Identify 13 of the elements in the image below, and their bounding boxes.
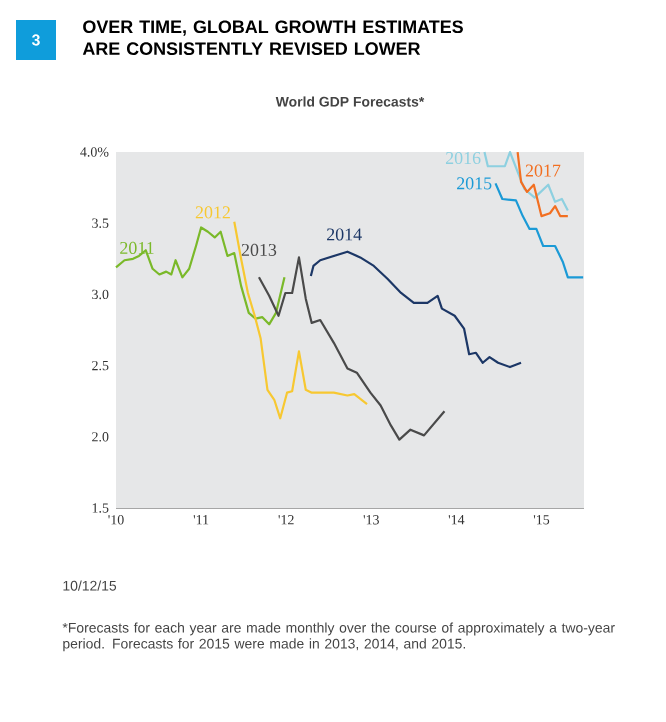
line-series <box>494 182 585 279</box>
series-label: 2014 <box>327 228 362 241</box>
chart-title: OVER TIME, GLOBAL GROWTH ESTIMATES ARE CONSISTENTLY REVISED LOWER <box>82 20 463 56</box>
line-series <box>233 220 369 420</box>
line-series <box>257 256 446 441</box>
series-label: 2017 <box>525 164 561 177</box>
series-label: 2015 <box>457 177 492 190</box>
series-label: 2013 <box>241 243 277 256</box>
series-label: 2016 <box>445 151 481 165</box>
line-series <box>114 226 286 326</box>
series-label: 2012 <box>195 206 230 219</box>
series-label: 2011 <box>120 241 154 254</box>
line-series <box>516 150 569 218</box>
